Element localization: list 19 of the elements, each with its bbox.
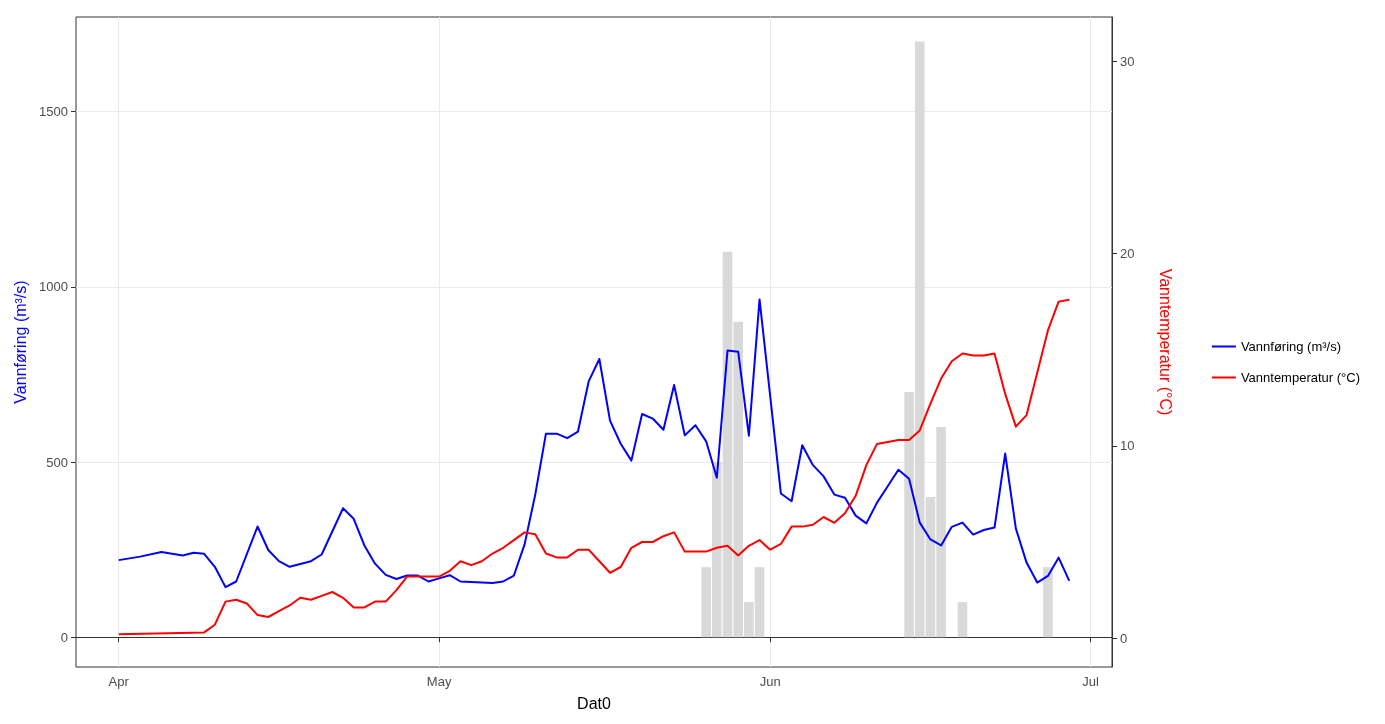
x-tick-label: Jun (759, 674, 781, 689)
y2-tick-label: 0 (1120, 630, 1128, 646)
x-tick-label: Apr (108, 674, 130, 689)
x-axis-title: Dat0 (577, 694, 611, 712)
y-tick-label: 0 (60, 629, 68, 645)
legend-label: Vanntemperatur (°C) (1240, 370, 1361, 385)
bar (1043, 567, 1053, 638)
bar (957, 602, 968, 638)
y2-tick-label: 10 (1120, 438, 1135, 454)
y-tick-label: 1000 (39, 279, 68, 295)
x-tick-label: Jul (1082, 674, 1100, 689)
y2-tick-label: 30 (1120, 53, 1135, 69)
y-tick-label: 1500 (39, 104, 68, 120)
y2-axis-title: Vanntemperatur (°C) (1156, 268, 1174, 416)
y2-tick-label: 20 (1120, 246, 1135, 262)
x-tick-label: May (426, 674, 452, 689)
y-tick-label: 500 (46, 454, 68, 470)
legend-label: Vannføring (m³/s) (1240, 339, 1342, 354)
y-axis-title: Vannføring (m³/s) (11, 280, 29, 404)
